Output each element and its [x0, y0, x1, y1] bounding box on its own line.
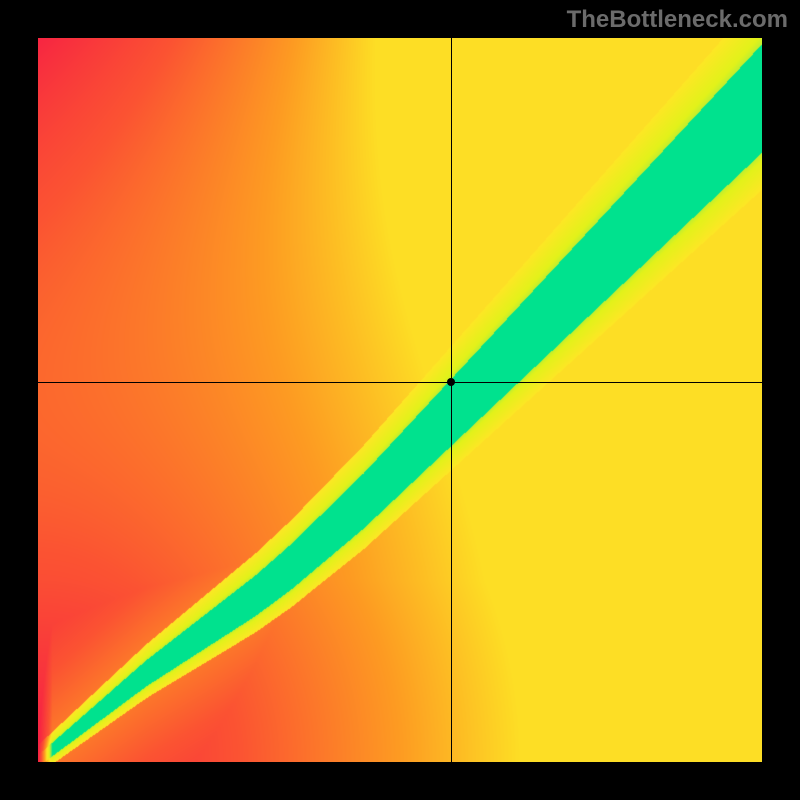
heatmap-plot: [38, 38, 762, 762]
watermark-text: TheBottleneck.com: [567, 6, 788, 34]
crosshair-vertical: [451, 38, 452, 762]
crosshair-horizontal: [38, 382, 762, 383]
heatmap-canvas: [38, 38, 762, 762]
data-point-marker: [447, 378, 455, 386]
